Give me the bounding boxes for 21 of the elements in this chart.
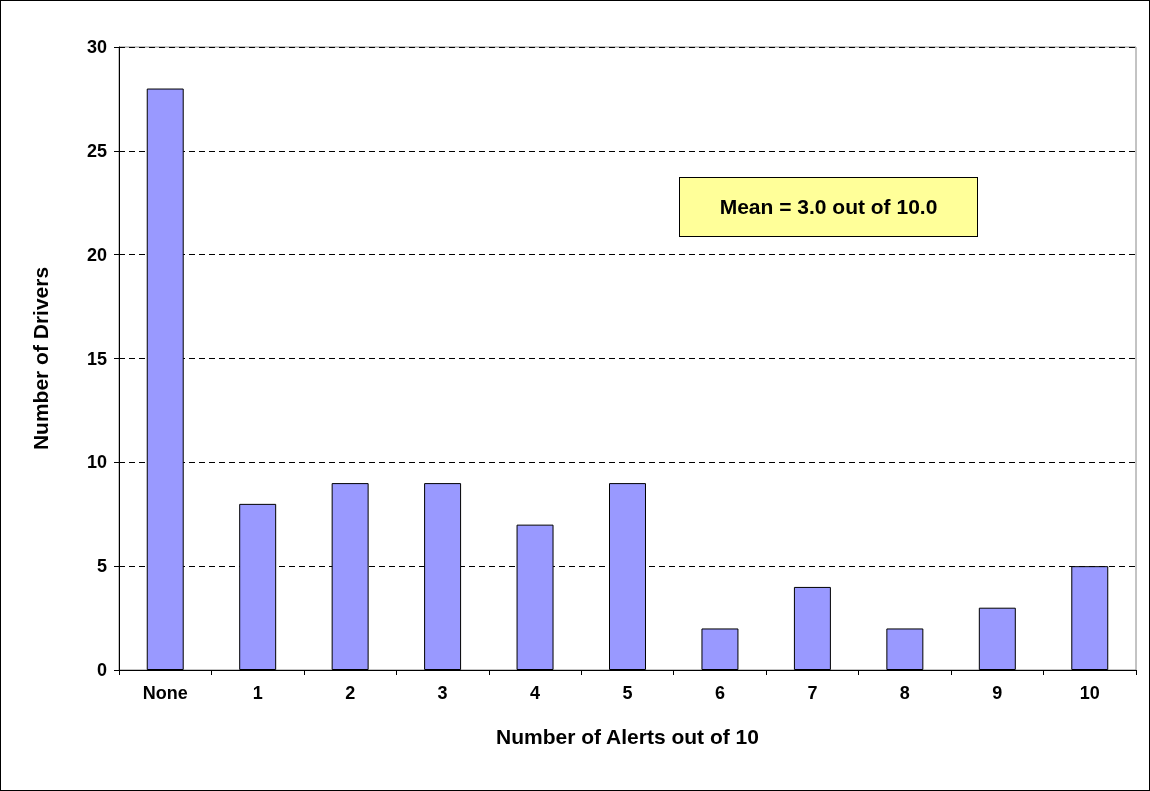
x-tick-label: 3	[437, 683, 448, 703]
y-tick-label: 25	[86, 140, 107, 161]
x-tick-label: 8	[899, 683, 910, 703]
x-tick-label: 4	[530, 683, 541, 703]
x-tick-label: 6	[714, 683, 725, 703]
x-tick-label: 7	[807, 683, 818, 703]
y-tick-label: 10	[86, 452, 107, 473]
y-axis-title: Number of Drivers	[29, 266, 52, 451]
x-tick-label: 1	[252, 683, 263, 703]
y-tick-label: 15	[86, 348, 107, 369]
x-axis-title: Number of Alerts out of 10	[496, 725, 759, 748]
note-box: Mean = 3.0 out of 10.0	[679, 177, 978, 237]
x-tick-label: 10	[1079, 683, 1100, 703]
x-tick-label: 2	[345, 683, 356, 703]
x-tick-label: 5	[622, 683, 633, 703]
y-tick-label: 20	[86, 244, 107, 265]
x-tick-label: None	[142, 683, 188, 703]
x-tick-label: 9	[992, 683, 1003, 703]
y-tick-label: 5	[96, 556, 107, 577]
y-tick-label: 0	[96, 660, 107, 680]
y-tick-label: 30	[86, 37, 107, 57]
